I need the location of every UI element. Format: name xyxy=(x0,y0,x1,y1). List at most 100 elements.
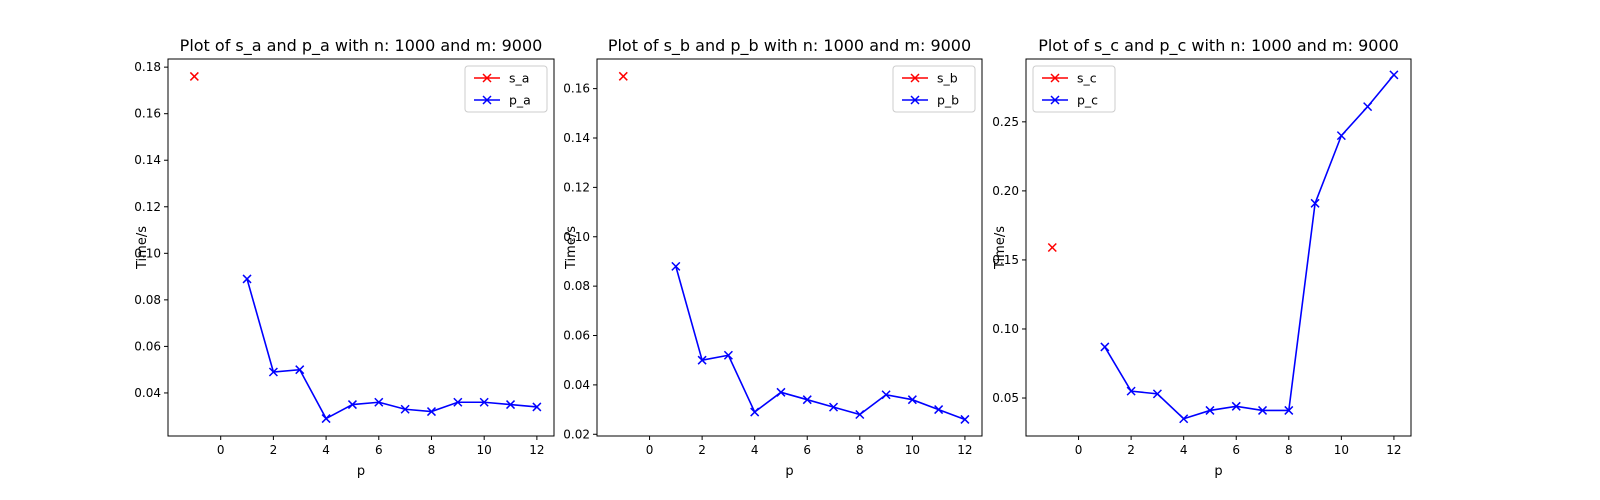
data-point xyxy=(1231,401,1241,411)
data-point xyxy=(855,409,865,420)
x-axis-label: p xyxy=(357,464,365,479)
data-point xyxy=(723,350,733,360)
data-point xyxy=(1205,405,1215,415)
data-point xyxy=(1310,198,1320,208)
legend-entry-s_b: s_b xyxy=(902,71,958,86)
data-point xyxy=(347,400,357,410)
y-tick-label: 0.04 xyxy=(563,378,590,392)
data-point xyxy=(750,407,760,417)
y-tick-label: 0.08 xyxy=(563,279,590,293)
y-axis-label: Time/s xyxy=(135,226,150,270)
legend: s_c p_c xyxy=(1032,65,1116,113)
chart-panel-3: Plot of s_c and p_c with n: 1000 and m: … xyxy=(992,36,1412,479)
data-point xyxy=(1336,131,1346,141)
legend: s_b p_b xyxy=(892,65,976,113)
y-tick-label: 0.14 xyxy=(563,131,590,145)
x-tick-label: 4 xyxy=(1180,443,1188,457)
legend-label: p_c xyxy=(1077,93,1098,108)
data-point xyxy=(907,395,917,405)
x-tick-label: 0 xyxy=(217,443,225,457)
legend-entry-s_a: s_a xyxy=(474,71,529,86)
chart-panel-2: Plot of s_b and p_b with n: 1000 and m: … xyxy=(563,36,983,479)
legend-entry-s_c: s_c xyxy=(1042,71,1097,86)
x-tick-label: 0 xyxy=(1075,443,1083,457)
series-s_b xyxy=(618,71,628,81)
data-point xyxy=(1126,386,1136,396)
data-point xyxy=(828,402,839,412)
data-point xyxy=(295,365,305,375)
y-tick-label: 0.14 xyxy=(134,153,161,167)
legend-marker xyxy=(482,95,492,105)
x-tick-label: 8 xyxy=(856,443,864,457)
legend-marker xyxy=(910,73,920,83)
y-tick-label: 0.10 xyxy=(134,246,161,260)
data-point xyxy=(426,407,437,417)
x-tick-label: 2 xyxy=(270,443,278,457)
plot-frame xyxy=(1025,58,1412,437)
y-tick-label: 0.12 xyxy=(563,180,590,194)
legend: s_a p_a xyxy=(464,65,548,113)
data-point xyxy=(189,71,199,81)
data-point xyxy=(960,414,970,424)
data-point xyxy=(1047,242,1057,253)
x-tick-label: 6 xyxy=(1232,443,1240,457)
y-tick-label: 0.25 xyxy=(992,115,1019,129)
y-tick-label: 0.16 xyxy=(134,107,161,121)
y-tick-label: 0.05 xyxy=(992,391,1019,405)
series-line xyxy=(675,266,966,421)
x-tick-label: 10 xyxy=(1334,443,1349,457)
x-tick-label: 10 xyxy=(477,443,492,457)
data-point xyxy=(1284,405,1294,415)
data-point xyxy=(1100,342,1110,352)
x-tick-label: 4 xyxy=(751,443,759,457)
y-axis-label: Time/s xyxy=(564,226,579,270)
chart-title: Plot of s_c and p_c with n: 1000 and m: … xyxy=(1038,36,1399,56)
x-tick-label: 8 xyxy=(428,443,436,457)
y-tick-label: 0.18 xyxy=(134,60,161,74)
y-axis-label: Time/s xyxy=(993,226,1008,270)
x-tick-label: 10 xyxy=(905,443,920,457)
legend-marker xyxy=(910,95,920,105)
legend-label: p_b xyxy=(937,93,959,108)
y-tick-label: 0.16 xyxy=(563,82,590,96)
legend-label: p_a xyxy=(509,93,531,108)
series-p_a xyxy=(242,274,542,424)
data-point xyxy=(1363,102,1373,112)
data-point xyxy=(934,405,944,415)
x-tick-label: 12 xyxy=(529,443,544,457)
data-point xyxy=(242,274,252,284)
data-point xyxy=(697,355,707,365)
legend-box xyxy=(1032,65,1116,113)
chart-panel-1: Plot of s_a and p_a with n: 1000 and m: … xyxy=(134,36,555,479)
legend-entry-p_c: p_c xyxy=(1042,93,1098,108)
data-point xyxy=(881,390,891,400)
data-point xyxy=(400,404,410,414)
plot-frame xyxy=(596,58,983,437)
data-point xyxy=(532,402,542,412)
x-tick-label: 8 xyxy=(1285,443,1293,457)
y-tick-label: 0.10 xyxy=(992,322,1019,336)
legend-box xyxy=(464,65,548,113)
legend-label: s_c xyxy=(1077,71,1097,86)
series-p_c xyxy=(1100,70,1399,424)
data-point xyxy=(453,397,463,407)
legend-entry-p_a: p_a xyxy=(474,93,531,108)
legend-label: s_a xyxy=(509,71,529,86)
legend-marker xyxy=(1050,73,1060,83)
y-tick-label: 0.06 xyxy=(134,339,161,353)
data-point xyxy=(1152,389,1162,399)
x-tick-label: 4 xyxy=(322,443,330,457)
data-point xyxy=(1179,414,1189,424)
y-tick-label: 0.04 xyxy=(134,386,161,400)
y-tick-label: 0.15 xyxy=(992,253,1019,267)
data-point xyxy=(268,367,278,377)
legend-marker xyxy=(482,73,492,83)
x-tick-label: 2 xyxy=(1127,443,1135,457)
series-s_c xyxy=(1047,242,1057,253)
data-point xyxy=(505,400,516,410)
x-tick-label: 6 xyxy=(375,443,383,457)
data-point xyxy=(618,71,628,81)
y-tick-label: 0.12 xyxy=(134,200,161,214)
x-axis-label: p xyxy=(1214,464,1222,479)
